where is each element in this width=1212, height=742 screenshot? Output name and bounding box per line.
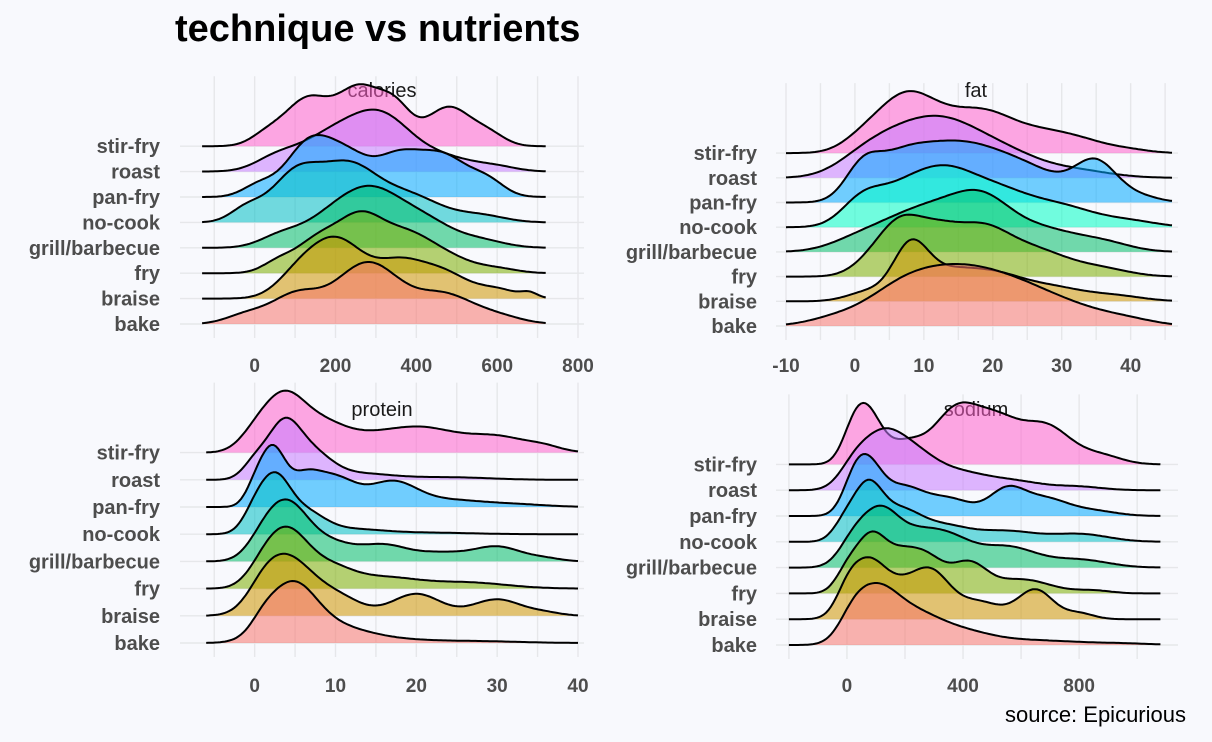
ridge-line-braise xyxy=(202,235,546,300)
category-label: bake xyxy=(711,635,757,657)
x-tick-label: 200 xyxy=(320,356,352,377)
category-label: no-cook xyxy=(679,217,758,239)
category-label: roast xyxy=(111,162,160,184)
x-tick-label: 0 xyxy=(249,356,260,377)
x-tick-label: -10 xyxy=(772,356,799,377)
ridge-area-pan-fry xyxy=(206,445,578,507)
ridge-line-stir-fry xyxy=(786,90,1173,155)
ridge-line-bake xyxy=(202,261,546,325)
category-label: stir-fry xyxy=(694,143,758,165)
category-label: stir-fry xyxy=(97,136,161,158)
ridge-line-bake xyxy=(788,582,1161,646)
category-label: braise xyxy=(698,291,757,313)
ridge-line-pan-fry xyxy=(788,452,1161,517)
category-label: bake xyxy=(114,314,160,336)
ridge-line-stir-fry xyxy=(206,389,579,454)
category-label: fry xyxy=(134,263,160,285)
category-label: pan-fry xyxy=(689,506,758,528)
facet-sodium: sodium0400800bakebraisefrygrill/barbecue… xyxy=(626,394,1178,697)
category-label: grill/barbecue xyxy=(29,551,160,573)
ridge-line-roast xyxy=(202,108,546,173)
x-tick-label: 40 xyxy=(567,676,588,697)
ridge-area-fry xyxy=(786,214,1172,277)
category-label: roast xyxy=(708,168,757,190)
x-tick-label: 20 xyxy=(982,356,1003,377)
category-label: grill/barbecue xyxy=(626,558,757,580)
x-tick-label: 30 xyxy=(1051,356,1072,377)
x-tick-label: 20 xyxy=(406,676,427,697)
category-label: fry xyxy=(731,267,757,289)
category-label: no-cook xyxy=(82,212,161,234)
ridge-area-roast xyxy=(206,417,578,480)
ridge-line-pan-fry xyxy=(786,139,1173,204)
ridge-line-no-cook xyxy=(206,471,578,536)
ridge-line-roast xyxy=(206,416,578,481)
category-label: pan-fry xyxy=(92,497,161,519)
page-title: technique vs nutrients xyxy=(175,8,581,50)
x-tick-label: 600 xyxy=(481,356,513,377)
category-label: no-cook xyxy=(82,524,161,546)
x-tick-label: 800 xyxy=(1063,676,1095,697)
ridge-line-no-cook xyxy=(788,478,1161,543)
x-tick-label: 40 xyxy=(1120,356,1141,377)
category-label: braise xyxy=(698,609,757,631)
category-label: braise xyxy=(101,606,160,628)
ridge-line-no-cook xyxy=(785,164,1173,229)
ridge-line-stir-fry xyxy=(202,83,546,148)
x-tick-label: 10 xyxy=(913,356,934,377)
x-tick-label: 400 xyxy=(947,676,979,697)
ridge-line-fry xyxy=(202,210,546,275)
x-tick-label: 400 xyxy=(400,356,432,377)
ridge-line-fry xyxy=(788,530,1161,595)
category-label: bake xyxy=(711,316,757,338)
category-label: roast xyxy=(708,480,757,502)
facet-protein: protein 0 10 20 30 40 bake braise fry grill/barbe… xyxy=(29,382,589,697)
ridge-line-braise xyxy=(206,552,579,617)
x-tick-label: 0 xyxy=(850,356,861,377)
ridge-line-fry xyxy=(206,525,578,590)
ridge-line-grill/barbecue xyxy=(206,498,579,563)
ridge-area-bake xyxy=(202,262,546,324)
ridge-line-grill/barbecue xyxy=(785,188,1173,253)
ridge-line-pan-fry xyxy=(202,133,546,198)
ridge-area-fry xyxy=(202,211,546,274)
ridge-area-roast xyxy=(202,109,546,172)
source-caption: source: Epicurious xyxy=(1005,702,1186,727)
category-label: grill/barbecue xyxy=(626,242,757,264)
ridge-line-bake xyxy=(206,579,578,644)
facet-title: protein xyxy=(351,399,412,421)
ridge-line-stir-fry xyxy=(788,401,1161,466)
ridge-line-grill/barbecue xyxy=(788,504,1161,569)
category-label: grill/barbecue xyxy=(29,238,160,260)
category-label: pan-fry xyxy=(92,187,161,209)
ridge-area-bake xyxy=(786,264,1172,326)
category-label: pan-fry xyxy=(689,193,758,215)
x-tick-label: 30 xyxy=(487,676,508,697)
category-label: fry xyxy=(134,579,160,601)
x-tick-label: 0 xyxy=(842,676,853,697)
ridge-line-grill/barbecue xyxy=(202,184,546,249)
ridge-line-pan-fry xyxy=(206,444,578,508)
ridge-line-fry xyxy=(786,213,1173,278)
facet-title: fat xyxy=(965,80,988,102)
ridge-line-bake xyxy=(785,263,1173,326)
category-label: bake xyxy=(114,633,160,655)
ridge-line-no-cook xyxy=(202,159,546,224)
ridge-area-bake xyxy=(788,583,1161,645)
category-label: braise xyxy=(101,289,160,311)
x-tick-label: 800 xyxy=(562,356,594,377)
category-label: roast xyxy=(111,470,160,492)
category-label: stir-fry xyxy=(694,454,758,476)
x-tick-label: 10 xyxy=(325,676,346,697)
category-label: stir-fry xyxy=(97,443,161,465)
facet-calories: calories0200400600800bakebraisefrygrill/… xyxy=(29,76,594,377)
ridge-line-roast xyxy=(788,427,1161,492)
category-label: no-cook xyxy=(679,532,758,554)
category-label: fry xyxy=(731,583,757,605)
x-tick-label: 0 xyxy=(249,676,260,697)
ridge-area-bake xyxy=(206,581,578,643)
ridge-line-braise xyxy=(788,556,1161,621)
